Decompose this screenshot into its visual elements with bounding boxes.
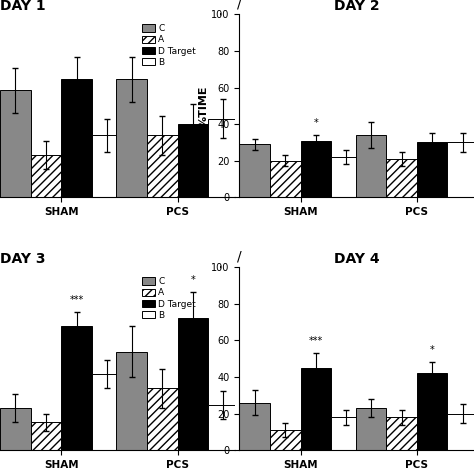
Text: ***: *** xyxy=(69,295,83,305)
Text: DAY 3: DAY 3 xyxy=(0,252,46,266)
Bar xyxy=(147,136,178,198)
Bar xyxy=(147,388,178,450)
Bar xyxy=(270,430,301,450)
Legend: C, A, D Target, B: C, A, D Target, B xyxy=(140,22,198,69)
Text: *: * xyxy=(313,118,318,128)
Bar xyxy=(31,155,61,198)
Y-axis label: %TIME: %TIME xyxy=(199,85,209,127)
Bar xyxy=(116,79,147,198)
Bar xyxy=(356,408,386,450)
Title: DAY 2: DAY 2 xyxy=(334,0,380,13)
Bar xyxy=(61,326,92,450)
Text: /: / xyxy=(237,0,242,10)
Bar xyxy=(331,417,362,450)
Bar xyxy=(301,141,331,198)
Title: DAY 4: DAY 4 xyxy=(334,252,380,266)
Bar xyxy=(447,414,474,450)
Bar xyxy=(0,408,31,450)
Bar xyxy=(239,144,270,198)
Bar xyxy=(178,318,208,450)
Bar xyxy=(386,159,417,198)
Bar xyxy=(447,143,474,198)
Text: *: * xyxy=(430,345,435,355)
Bar xyxy=(331,157,362,198)
Bar xyxy=(92,374,122,450)
Bar xyxy=(208,118,239,198)
Bar xyxy=(208,405,239,450)
Bar xyxy=(239,402,270,450)
Bar xyxy=(417,143,447,198)
Bar xyxy=(116,352,147,450)
Bar xyxy=(178,124,208,198)
Bar xyxy=(61,79,92,198)
Bar xyxy=(386,417,417,450)
Text: *: * xyxy=(191,275,195,285)
Bar xyxy=(356,135,386,198)
Bar xyxy=(301,368,331,450)
Text: ***: *** xyxy=(309,336,323,346)
Bar xyxy=(270,161,301,198)
Text: /: / xyxy=(237,249,242,264)
Y-axis label: %TIME: %TIME xyxy=(199,338,209,379)
Bar xyxy=(0,91,31,198)
Bar xyxy=(31,422,61,450)
Text: DAY 1: DAY 1 xyxy=(0,0,46,13)
Bar xyxy=(417,374,447,450)
Bar xyxy=(92,136,122,198)
Legend: C, A, D Target, B: C, A, D Target, B xyxy=(140,275,198,322)
